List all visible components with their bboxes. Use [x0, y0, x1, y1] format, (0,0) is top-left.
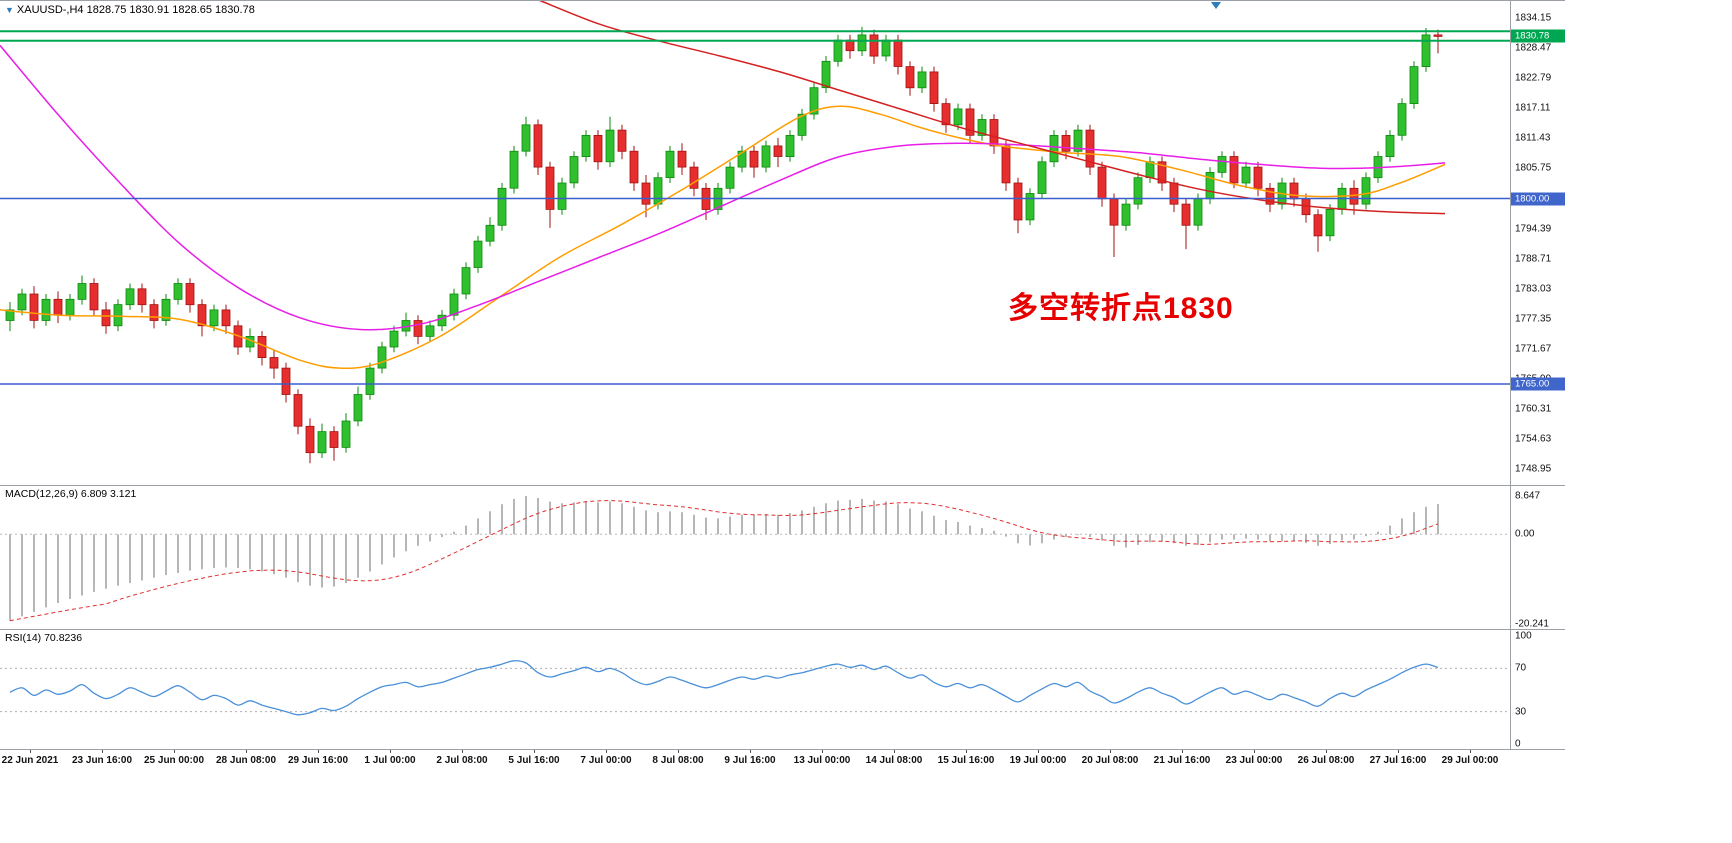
main-chart-row: ▼ XAUUSD-,H4 1828.75 1830.91 1828.65 1830…	[0, 1, 1565, 486]
rsi-scale[interactable]: 100 70 30 0	[1510, 630, 1565, 750]
time-axis-label: 20 Jul 08:00	[1081, 755, 1139, 766]
time-axis-label: 29 Jul 00:00	[1441, 755, 1499, 766]
time-axis-tick	[1470, 750, 1471, 753]
price-tick-label: 1777.35	[1515, 313, 1552, 325]
price-tick-label: 1822.79	[1515, 72, 1552, 84]
mt4-chart-window: ▼ XAUUSD-,H4 1828.75 1830.91 1828.65 1830…	[0, 0, 1565, 770]
macd-row: MACD(12,26,9) 6.809 3.121 8.647 0.00 -20.2…	[0, 486, 1565, 630]
ma-red	[539, 1, 1446, 215]
price-tick-label: 1748.95	[1515, 463, 1552, 475]
indicator-scale-label: 100	[1515, 630, 1532, 642]
time-axis-label: 19 Jul 00:00	[1009, 755, 1067, 766]
macd-svg	[0, 496, 1510, 622]
ma-orange	[0, 105, 1446, 369]
time-axis-label: 5 Jul 16:00	[508, 755, 560, 766]
chart-annotation-text[interactable]: 多空转折点1830	[1008, 292, 1234, 325]
time-axis-label: 8 Jul 08:00	[652, 755, 704, 766]
time-axis-tick	[1182, 750, 1183, 753]
time-axis-label: 27 Jul 16:00	[1369, 755, 1427, 766]
time-axis-tick	[750, 750, 751, 753]
rsi-line	[9, 660, 1439, 716]
moving-averages-layer	[0, 1, 1446, 369]
macd-histogram	[9, 496, 1439, 621]
price-tick-label: 1834.15	[1515, 12, 1552, 24]
time-axis-label: 25 Jun 00:00	[143, 755, 205, 766]
indicator-scale-label: 70	[1515, 662, 1527, 674]
indicator-scale-label: 8.647	[1515, 490, 1541, 502]
time-axis-label: 22 Jun 2021	[1, 755, 59, 766]
time-axis-label: 9 Jul 16:00	[724, 755, 776, 766]
time-axis-tick	[390, 750, 391, 753]
time-axis-label: 29 Jun 16:00	[287, 755, 349, 766]
time-axis-label: 7 Jul 00:00	[580, 755, 632, 766]
symbol-marker-icon: ▼	[5, 5, 14, 15]
horizontal-lines-layer[interactable]	[0, 30, 1510, 385]
price-tick-label: 1783.03	[1515, 283, 1552, 295]
indicator-scale-label: -20.241	[1515, 618, 1549, 630]
price-tick-label: 1811.43	[1515, 132, 1551, 144]
price-tick-label: 1794.39	[1515, 223, 1552, 234]
time-axis[interactable]: 22 Jun 2021 23 Jun 16:00 25 Jun 00:00 28 Ju…	[0, 750, 1565, 770]
time-axis-label: 13 Jul 00:00	[793, 755, 851, 766]
price-tick-label: 1760.31	[1515, 403, 1552, 415]
chart-ohlc-info: ▼ XAUUSD-,H4 1828.75 1830.91 1828.65 1830…	[5, 4, 255, 16]
time-axis-label: 14 Jul 08:00	[865, 755, 923, 766]
price-tick-label: 1771.67	[1515, 343, 1552, 355]
time-axis-tick	[318, 750, 319, 753]
price-tick-label: 1788.71	[1515, 253, 1552, 265]
time-axis-label: 2 Jul 08:00	[436, 755, 488, 766]
price-chart-area[interactable]: ▼ XAUUSD-,H4 1828.75 1830.91 1828.65 1830…	[0, 1, 1510, 485]
time-axis-tick	[30, 750, 31, 753]
macd-signal-line	[9, 500, 1439, 622]
indicator-scale-label: 0.00	[1515, 528, 1535, 540]
indicator-scale-label: 30	[1515, 706, 1527, 718]
rsi-panel[interactable]: RSI(14) 70.8236	[0, 630, 1510, 749]
price-svg	[0, 1, 1510, 464]
time-axis-tick	[1110, 750, 1111, 753]
time-axis-label: 23 Jun 16:00	[71, 755, 133, 766]
time-axis-label: 15 Jul 16:00	[937, 755, 995, 766]
time-axis-tick	[894, 750, 895, 753]
time-axis-tick	[822, 750, 823, 753]
symbol-ohlc-text: XAUUSD-,H4 1828.75 1830.91 1828.65 1830.…	[16, 4, 255, 16]
price-tick-label: 1817.11	[1515, 102, 1551, 114]
candles-layer	[5, 26, 1443, 464]
ma-magenta	[0, 44, 1446, 331]
time-axis-tick	[678, 750, 679, 753]
time-axis-tick	[1038, 750, 1039, 753]
macd-scale[interactable]: 8.647 0.00 -20.241	[1510, 486, 1565, 630]
time-axis-label: 21 Jul 16:00	[1153, 755, 1211, 766]
macd-panel[interactable]: MACD(12,26,9) 6.809 3.121	[0, 486, 1510, 629]
chart-shift-marker-icon[interactable]	[1211, 2, 1221, 9]
price-scale[interactable]: 1834.15 1828.47 1822.79 1817.11 1811.43 1805.…	[1510, 1, 1565, 485]
price-badge: 1765.00	[1511, 377, 1565, 391]
rsi-label: RSI(14) 70.8236	[5, 632, 83, 644]
price-badge: 1800.00	[1511, 192, 1565, 205]
time-axis-tick	[102, 750, 103, 753]
price-tick-label: 1805.75	[1515, 162, 1552, 174]
time-axis-tick	[1254, 750, 1255, 753]
time-axis-tick	[462, 750, 463, 753]
time-axis-tick	[246, 750, 247, 753]
time-axis-tick	[966, 750, 967, 753]
time-axis-label: 26 Jul 08:00	[1297, 755, 1355, 766]
time-axis-tick	[1398, 750, 1399, 753]
rsi-row: RSI(14) 70.8236 100 70 30 0	[0, 630, 1565, 750]
time-axis-tick	[534, 750, 535, 753]
time-axis-tick	[606, 750, 607, 753]
time-axis-tick	[1326, 750, 1327, 753]
rsi-svg	[0, 660, 1510, 716]
indicator-scale-label: 0	[1515, 738, 1521, 750]
price-badge: 1830.78	[1511, 29, 1565, 43]
time-axis-tick	[174, 750, 175, 753]
price-tick-label: 1828.47	[1515, 42, 1552, 54]
time-axis-label: 28 Jun 08:00	[215, 755, 277, 766]
price-tick-label: 1754.63	[1515, 433, 1552, 445]
macd-label: MACD(12,26,9) 6.809 3.121	[5, 488, 137, 500]
time-axis-label: 23 Jul 00:00	[1225, 755, 1283, 766]
time-axis-label: 1 Jul 00:00	[364, 755, 416, 766]
